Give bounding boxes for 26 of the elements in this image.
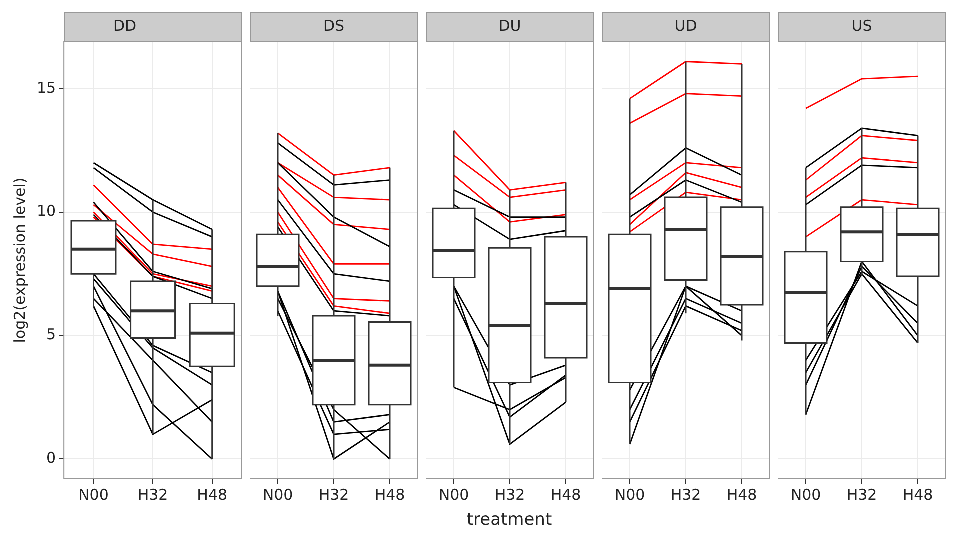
x-tick-label: H32 bbox=[318, 486, 350, 504]
x-tick-label: H48 bbox=[197, 486, 228, 504]
chart-title: DU bbox=[498, 16, 522, 35]
x-tick-label: N00 bbox=[438, 486, 470, 504]
y-tick-label: 10 bbox=[36, 202, 56, 220]
x-tick-label: N00 bbox=[614, 486, 646, 504]
y-tick-label: 0 bbox=[46, 449, 56, 468]
y-tick-label: 5 bbox=[46, 326, 56, 344]
x-tick-label: H32 bbox=[138, 486, 168, 504]
y-axis-title: log2(expression level) bbox=[10, 178, 29, 344]
x-tick-label: H48 bbox=[726, 486, 758, 504]
y-tick-label: 15 bbox=[36, 78, 56, 97]
chart-title: US bbox=[852, 16, 872, 35]
x-axis-title: treatment bbox=[466, 510, 554, 530]
x-tick-label: N00 bbox=[262, 486, 294, 504]
x-tick-label: H48 bbox=[374, 486, 406, 504]
chart-title: DD bbox=[113, 16, 137, 35]
x-tick-label: H32 bbox=[670, 486, 702, 504]
x-tick-label: H48 bbox=[550, 486, 582, 504]
x-tick-label: H48 bbox=[902, 486, 934, 504]
chart-title: UD bbox=[674, 16, 698, 35]
x-tick-label: H32 bbox=[494, 486, 526, 504]
x-tick-label: H32 bbox=[846, 486, 878, 504]
x-tick-label: N00 bbox=[790, 486, 822, 504]
chart-title: DS bbox=[323, 16, 345, 35]
x-tick-label: N00 bbox=[78, 486, 109, 504]
